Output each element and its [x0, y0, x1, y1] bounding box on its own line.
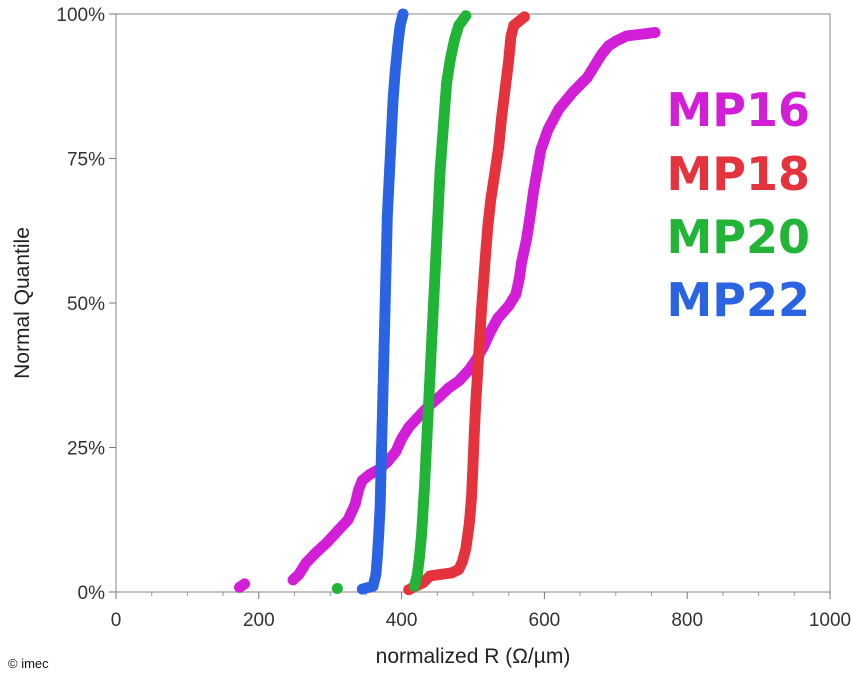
y-tick-label: 25% [67, 439, 105, 460]
legend-entry-mp20: MP20 [666, 210, 810, 264]
series-mp20 [331, 10, 472, 595]
data-point [518, 11, 530, 23]
data-points [234, 8, 661, 596]
data-point [460, 10, 472, 22]
data-point [649, 26, 661, 38]
y-tick-label: 0% [78, 583, 106, 604]
x-tick-label: 0 [111, 610, 122, 631]
x-tick-label: 800 [671, 610, 703, 631]
legend: MP16 MP18 MP20 MP22 [666, 83, 810, 327]
data-point [397, 8, 409, 20]
x-tick-label: 600 [529, 610, 561, 631]
series-mp22 [356, 8, 409, 595]
x-tick-label: 200 [243, 610, 275, 631]
y-axis-title: Normal Quantile [11, 227, 34, 379]
x-axis-title: normalized R (Ω/µm) [376, 645, 571, 668]
x-tick-label: 1000 [809, 610, 851, 631]
y-tick-label: 50% [67, 294, 105, 315]
x-tick-label: 400 [386, 610, 418, 631]
data-point [331, 583, 343, 595]
y-tick-label: 100% [56, 5, 105, 26]
legend-entry-mp16: MP16 [666, 83, 810, 137]
legend-entry-mp22: MP22 [666, 273, 810, 327]
legend-entry-mp18: MP18 [666, 147, 810, 201]
data-point [239, 578, 251, 590]
axes: 0 200 400 600 800 1000 0% 25% 50% 75% 100% [56, 5, 851, 631]
copyright-notice: © imec [8, 656, 49, 671]
y-tick-label: 75% [67, 150, 105, 171]
